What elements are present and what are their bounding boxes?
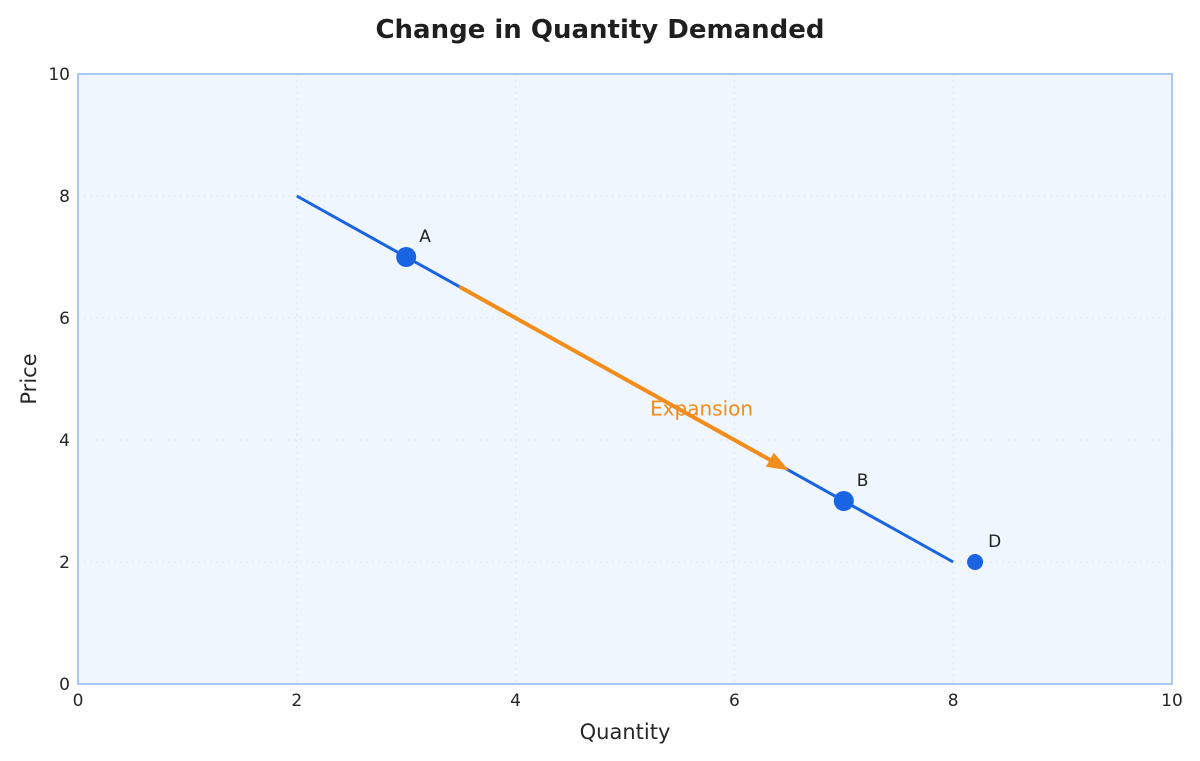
y-tick-label: 2 [59, 553, 70, 573]
annotation-layer: Expansion [458, 285, 790, 471]
x-tick-label: 8 [948, 691, 959, 711]
grid [78, 74, 1172, 684]
chart-title: Change in Quantity Demanded [375, 15, 824, 45]
tick-labels: 0 2 4 6 8 10 0 2 4 6 8 10 [48, 65, 1182, 711]
y-tick-label: 8 [59, 187, 70, 207]
plot-border [77, 73, 1173, 685]
point-label-b: B [857, 471, 869, 491]
expansion-label: Expansion [650, 397, 753, 421]
y-tick-label: 4 [59, 431, 70, 451]
expansion-arrow-shaft [458, 285, 772, 462]
expansion-arrow-head [765, 452, 790, 471]
x-tick-label: 0 [73, 691, 84, 711]
y-tick-label: 0 [59, 675, 70, 695]
y-axis-label: Price [17, 353, 41, 404]
point-label-a: A [419, 227, 431, 247]
y-tick-label: 10 [48, 65, 70, 85]
x-tick-label: 10 [1161, 691, 1183, 711]
x-tick-label: 2 [291, 691, 302, 711]
x-axis-label: Quantity [580, 720, 671, 744]
point-label-d: D [988, 532, 1001, 552]
x-tick-label: 4 [510, 691, 521, 711]
point-b [833, 491, 854, 511]
point-d [967, 554, 984, 570]
x-tick-label: 6 [729, 691, 740, 711]
y-tick-label: 6 [59, 309, 70, 329]
point-a [396, 247, 417, 267]
points-layer: A B D [396, 227, 1001, 570]
